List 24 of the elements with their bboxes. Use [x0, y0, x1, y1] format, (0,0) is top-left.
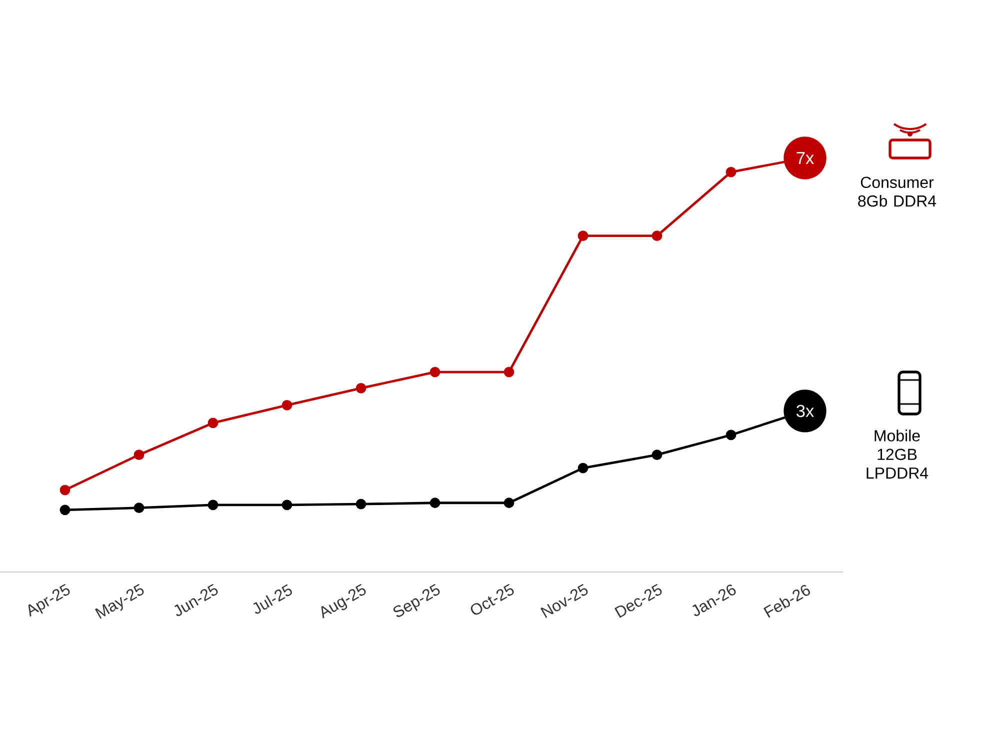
point	[134, 450, 144, 460]
point	[60, 504, 70, 516]
point	[652, 450, 662, 460]
point	[726, 430, 736, 440]
point	[356, 498, 366, 510]
point	[208, 500, 218, 510]
point	[60, 484, 70, 496]
point	[430, 498, 440, 508]
point	[134, 502, 144, 514]
point	[578, 230, 588, 242]
point	[208, 418, 218, 428]
text: Mobile 12GB LPDDR4	[866, 430, 928, 479]
annotation: 7x	[796, 152, 814, 164]
point	[504, 366, 514, 378]
point	[578, 462, 588, 474]
point	[726, 166, 736, 178]
legend-label: Consumer 8Gb DDR4	[858, 176, 936, 207]
point	[282, 500, 292, 510]
annotation: 3x	[796, 404, 814, 418]
point	[504, 498, 514, 508]
point	[652, 230, 662, 242]
point	[282, 400, 292, 410]
point	[356, 382, 366, 394]
point	[430, 366, 440, 378]
